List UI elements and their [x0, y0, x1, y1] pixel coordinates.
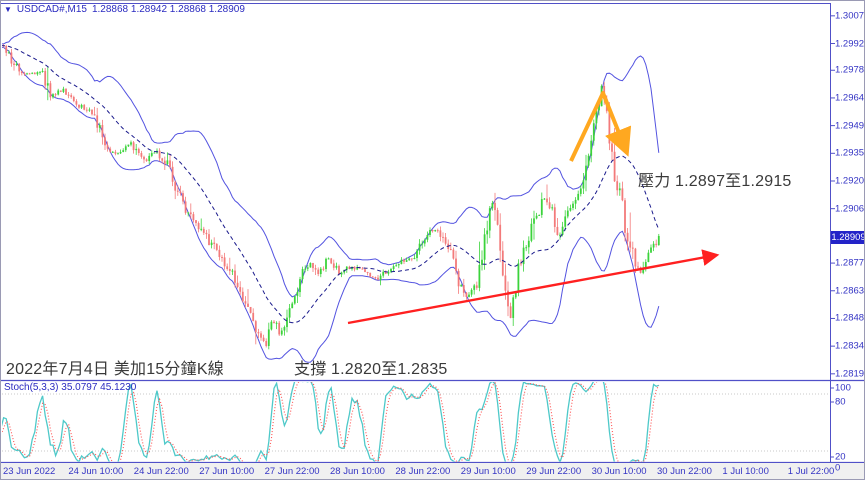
- price-tick-label: 1.29925: [835, 38, 865, 49]
- price-tick-label: 1.28630: [835, 285, 865, 297]
- bollinger-lower-band: [2, 46, 660, 363]
- stoch-axis-label: 0: [835, 462, 841, 474]
- time-tick-label: 23 Jun 2022: [3, 466, 56, 477]
- price-tick-label: 1.28340: [835, 340, 865, 352]
- symbol-label: USDCAD#,M15: [16, 4, 87, 15]
- time-tick-label: 30 Jun 22:00: [657, 466, 712, 477]
- price-tick-label: 1.29205: [835, 175, 865, 187]
- price-tick-label: 1.29350: [835, 147, 865, 159]
- time-tick-label: 27 Jun 22:00: [264, 466, 320, 477]
- stoch-plot[interactable]: [1, 376, 829, 469]
- time-tick-label: 27 Jun 10:00: [199, 466, 255, 477]
- candles: [2, 44, 660, 350]
- support-annotation: 支撐 1.2820至1.2835: [294, 361, 448, 378]
- time-tick-label: 28 Jun 10:00: [330, 466, 385, 477]
- price-axis[interactable]: 1.28909 1.30070 1.29925 1.29785 1.29640 1.29…: [831, 1, 865, 474]
- peak-marker-arrow[interactable]: [569, 91, 632, 162]
- bollinger-upper-band: [2, 31, 660, 298]
- bollinger-middle-band: [2, 45, 660, 324]
- symbol-info-line: ▼ USDCAD#,M15 1.28868 1.28942 1.28868 1.…: [4, 4, 245, 15]
- support-trendline-arrow[interactable]: [347, 249, 720, 325]
- main-plot[interactable]: [1, 31, 660, 363]
- time-tick-label: 29 Jun 10:00: [460, 466, 516, 477]
- price-tick-label: 1.29785: [835, 64, 865, 76]
- time-tick-label: 1 Jul 10:00: [722, 466, 769, 477]
- price-tick-label: 1.29640: [835, 92, 865, 104]
- date-annotation: 2022年7月4日 美加15分鐘K線: [6, 361, 224, 378]
- time-axis[interactable]: 23 Jun 2022 24 Jun 10:00 24 Jun 22:00 27 Ju…: [1, 463, 864, 479]
- time-tick-label: 24 Jun 10:00: [68, 466, 124, 477]
- stoch-axis-label: 100: [835, 382, 851, 394]
- current-price-badge: 1.28909: [831, 231, 865, 244]
- stoch-axis-label: 20: [835, 451, 846, 463]
- stoch-k-line: [2, 382, 660, 462]
- time-tick-label: 28 Jun 22:00: [395, 466, 451, 477]
- price-tick-label: 1.28485: [835, 312, 865, 324]
- symbol-dropdown-icon[interactable]: ▼: [4, 5, 12, 14]
- ohlc-values: 1.28868 1.28942 1.28868 1.28909: [91, 4, 245, 15]
- resistance-annotation: 壓力 1.2897至1.2915: [638, 173, 792, 190]
- time-tick-label: 24 Jun 22:00: [133, 466, 189, 477]
- price-tick-label: 1.28195: [835, 368, 865, 380]
- chart-frame: [1, 3, 864, 469]
- time-tick-label: 30 Jun 10:00: [591, 466, 647, 477]
- price-tick-label: 1.29060: [835, 203, 865, 215]
- stoch-axis-label: 80: [835, 396, 846, 408]
- stochastic-indicator-label: Stoch(5,3,3) 35.0797 45.1230: [4, 382, 137, 393]
- price-tick-label: 1.29495: [835, 120, 865, 132]
- time-tick-label: 29 Jun 22:00: [526, 466, 582, 477]
- price-tick-label: 1.28775: [835, 257, 865, 269]
- price-tick-label: 1.30070: [835, 10, 865, 22]
- time-tick-label: 1 Jul 22:00: [787, 466, 835, 477]
